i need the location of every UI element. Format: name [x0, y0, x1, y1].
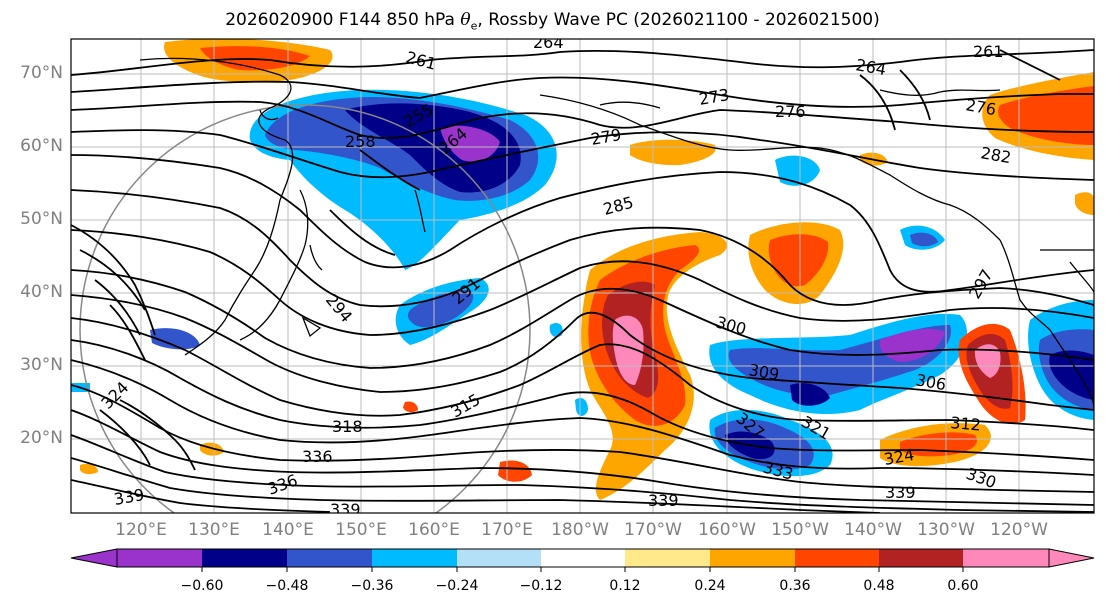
positive-anomaly-region [612, 315, 644, 385]
negative-anomaly-region [345, 103, 521, 193]
colorbar-segment [202, 549, 287, 567]
contour-label: 258 [345, 132, 376, 151]
longitude-label: 150°W [771, 520, 829, 540]
longitude-label: 140°E [262, 520, 314, 540]
longitude-label: 160°E [408, 520, 460, 540]
negative-anomaly-region [575, 398, 588, 416]
positive-anomaly-region [403, 401, 418, 413]
latitude-label: 60°N [20, 136, 63, 156]
latitude-label: 30°N [20, 355, 63, 375]
negative-anomaly-region [407, 290, 474, 328]
negative-anomaly-region [910, 232, 938, 247]
contour-label: 261 [973, 42, 1004, 61]
colorbar-tick-label: 0.36 [779, 578, 811, 594]
map-plot: 264 261 261 264 273 276 276 279 282 258 … [71, 33, 1094, 519]
colorbar-segment [963, 549, 1049, 567]
graticule [71, 39, 1094, 513]
colorbar-tick-label: −0.48 [265, 578, 309, 594]
negative-anomaly-region [775, 155, 820, 186]
contour-label: 276 [775, 102, 806, 121]
longitude-label: 130°W [917, 520, 975, 540]
positive-anomaly-region [1075, 192, 1094, 215]
colorbar-segment [541, 549, 625, 567]
colorbar-tick-label: −0.12 [519, 578, 563, 594]
plot-frame [70, 38, 1095, 514]
colorbar-segment [625, 549, 710, 567]
theta-e-contours [71, 49, 1094, 513]
negative-anomaly-region [440, 125, 500, 162]
colorbar-segment [710, 549, 795, 567]
colorbar-ticks [201, 567, 964, 572]
negative-anomaly-region [150, 328, 200, 350]
longitude-label: 130°E [188, 520, 240, 540]
latitude-label: 50°N [20, 209, 63, 229]
pc-shading [71, 39, 1094, 500]
longitude-label: 170°W [624, 520, 682, 540]
colorbar-tick-label: 0.60 [947, 578, 979, 594]
colorbar-segment [1048, 548, 1095, 568]
latitude-label: 20°N [20, 428, 63, 448]
colorbar-segment [457, 549, 541, 567]
contour-label: 339 [885, 483, 916, 502]
contour-label: 264 [533, 33, 564, 52]
negative-anomaly-region [1049, 350, 1094, 400]
coastlines [139, 57, 1094, 411]
colorbar-tick-label: −0.36 [350, 578, 394, 594]
positive-anomaly-region [200, 46, 310, 71]
contour-label: 312 [950, 413, 982, 435]
reference-circle [79, 104, 531, 513]
figure-title: 2026020900 F144 850 hPa θe, Rossby Wave … [225, 10, 880, 33]
longitude-label: 150°E [335, 520, 387, 540]
colorbar-segment [117, 549, 202, 567]
longitude-label: 170°E [481, 520, 533, 540]
longitude-label: 120°W [990, 520, 1048, 540]
colorbar-segment [795, 549, 879, 567]
colorbar-tick-label: 0.24 [694, 578, 726, 594]
positive-anomaly-region [630, 139, 716, 166]
colorbar-tick-label: −0.60 [180, 578, 224, 594]
positive-anomaly-region [974, 344, 1001, 378]
colorbar-frame [116, 548, 1050, 568]
contour-label: 339 [648, 491, 679, 510]
colorbar-segment [879, 549, 963, 567]
contour-label: 318 [332, 417, 363, 436]
longitude-label: 140°W [844, 520, 902, 540]
longitude-label: 180°W [551, 520, 609, 540]
colorbar [70, 548, 1095, 572]
colorbar-segment [287, 549, 372, 567]
colorbar-tick-label: 0.12 [609, 578, 641, 594]
positive-anomaly-region [768, 234, 829, 287]
contour-label: 336 [302, 447, 333, 466]
latitude-label: 40°N [20, 282, 63, 302]
longitude-label: 160°W [698, 520, 756, 540]
colorbar-segment [372, 549, 457, 567]
longitude-label: 120°E [115, 520, 167, 540]
colorbar-segment [70, 548, 118, 568]
colorbar-tick-label: 0.48 [863, 578, 895, 594]
latitude-label: 70°N [20, 63, 63, 83]
positive-anomaly-region [80, 463, 98, 475]
contour-label: 339 [330, 500, 361, 519]
colorbar-tick-label: −0.24 [435, 578, 479, 594]
